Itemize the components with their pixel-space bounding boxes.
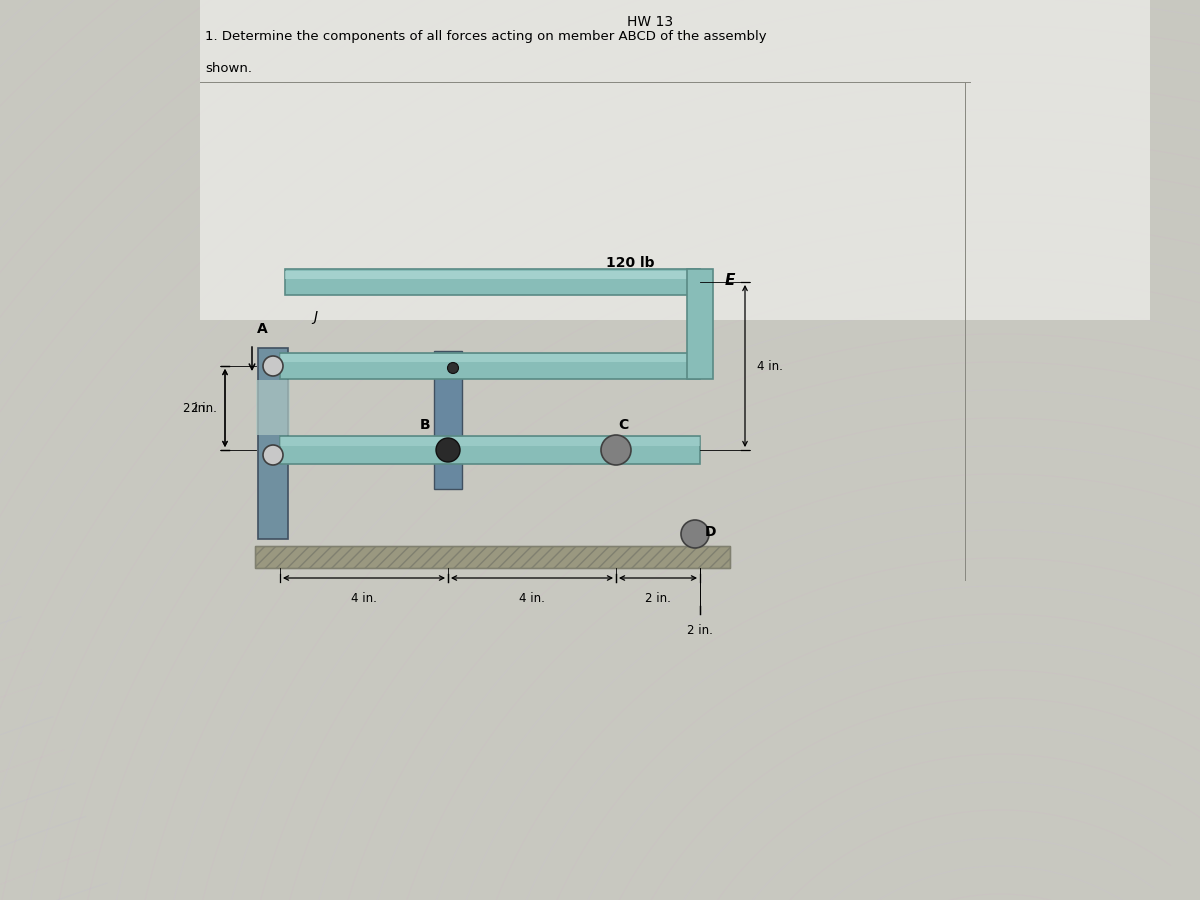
Polygon shape bbox=[284, 269, 700, 295]
Circle shape bbox=[448, 363, 458, 374]
Polygon shape bbox=[200, 0, 1150, 320]
Polygon shape bbox=[280, 436, 700, 464]
Text: 2 in.: 2 in. bbox=[191, 401, 217, 415]
Text: 4 in.: 4 in. bbox=[520, 592, 545, 605]
Text: A: A bbox=[257, 322, 268, 336]
Text: 4 in.: 4 in. bbox=[757, 359, 782, 373]
Text: shown.: shown. bbox=[205, 62, 252, 75]
Polygon shape bbox=[280, 353, 700, 379]
Polygon shape bbox=[434, 351, 462, 489]
Polygon shape bbox=[254, 546, 730, 568]
Polygon shape bbox=[256, 380, 290, 435]
Text: 2 in.: 2 in. bbox=[688, 624, 713, 637]
Text: 2 in.: 2 in. bbox=[182, 401, 209, 415]
Text: C: C bbox=[618, 418, 629, 432]
Text: J: J bbox=[313, 310, 317, 324]
Text: E: E bbox=[725, 273, 736, 287]
Text: HW 13: HW 13 bbox=[626, 15, 673, 29]
Circle shape bbox=[436, 438, 460, 462]
Circle shape bbox=[601, 435, 631, 465]
Polygon shape bbox=[686, 269, 713, 379]
Circle shape bbox=[682, 520, 709, 548]
Circle shape bbox=[263, 356, 283, 376]
Text: D: D bbox=[706, 525, 716, 539]
Text: 120 lb: 120 lb bbox=[606, 256, 654, 270]
Text: 2 in.: 2 in. bbox=[646, 592, 671, 605]
Polygon shape bbox=[280, 355, 700, 362]
Polygon shape bbox=[284, 271, 700, 279]
Text: B: B bbox=[419, 418, 430, 432]
Text: 4 in.: 4 in. bbox=[352, 592, 377, 605]
Text: 1. Determine the components of all forces acting on member ABCD of the assembly: 1. Determine the components of all force… bbox=[205, 30, 767, 43]
Circle shape bbox=[263, 445, 283, 465]
Polygon shape bbox=[280, 437, 700, 446]
Polygon shape bbox=[258, 348, 288, 539]
